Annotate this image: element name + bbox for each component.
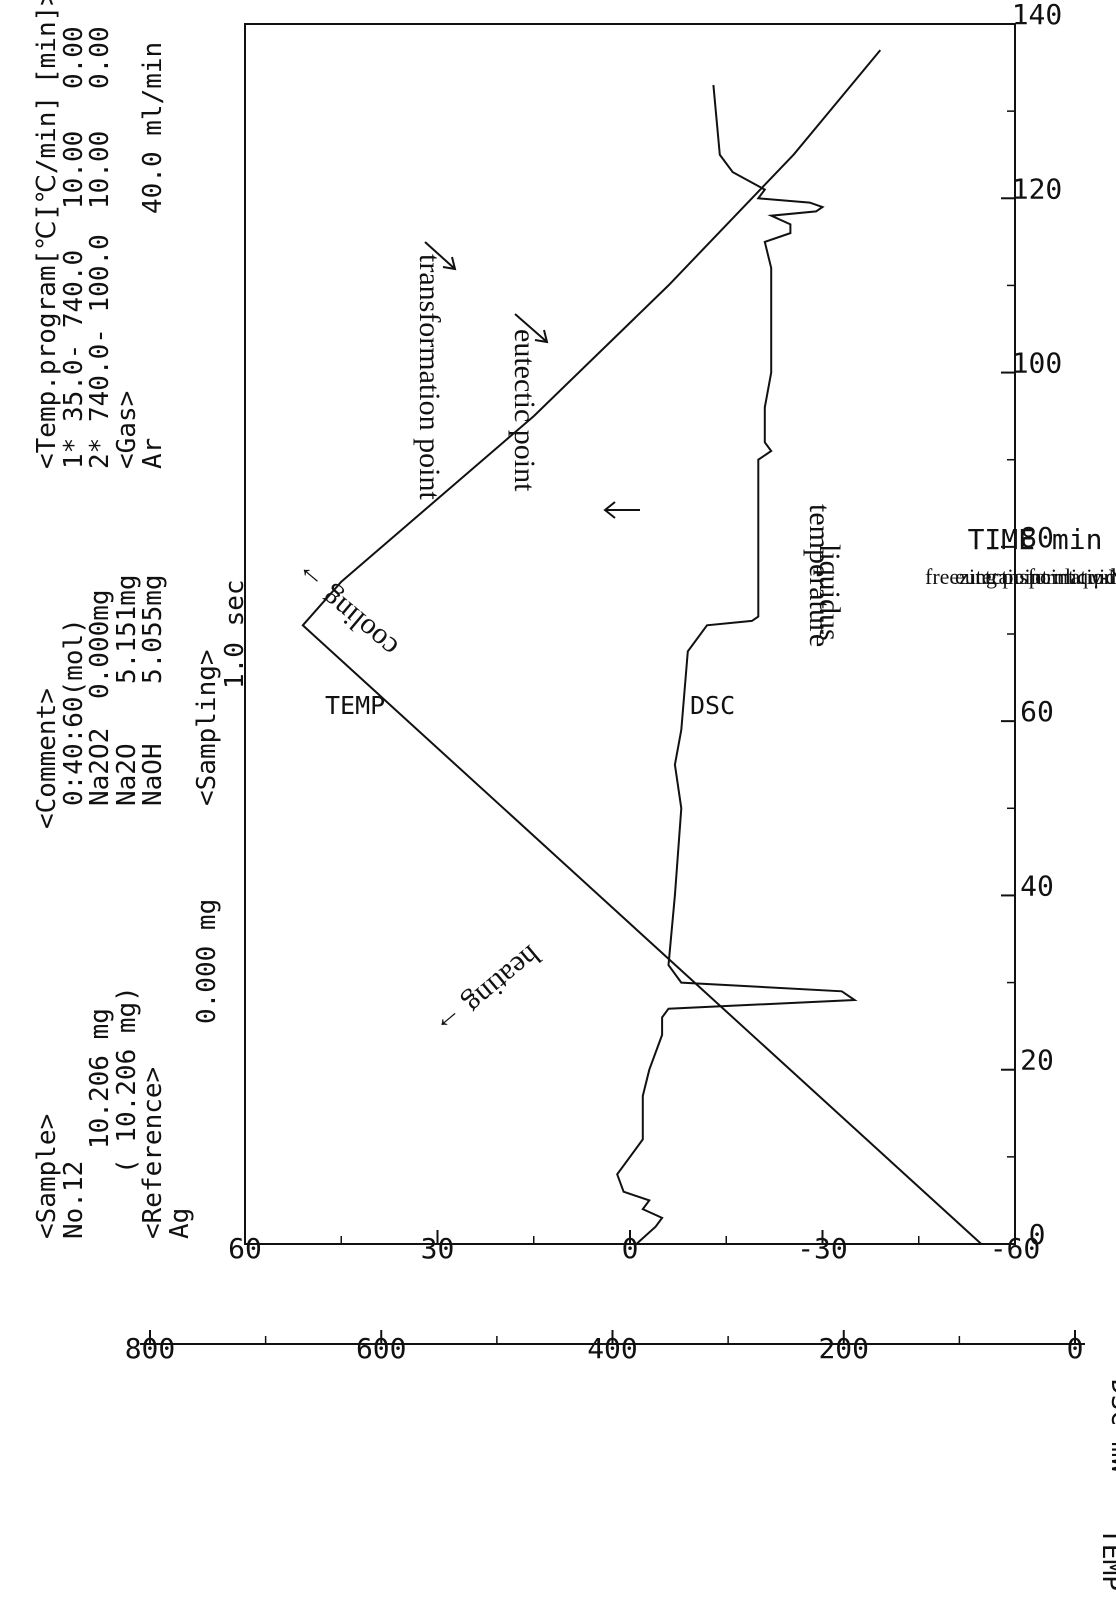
gas-flow: 40.0 ml/min [138,42,168,214]
x-tick-label-1: 20 [1020,1044,1054,1077]
legend-line-1: freezing point : liquid → γ-Na₂O(s) + li… [925,564,1116,589]
x-tick-label-0: 0 [1029,1218,1046,1251]
comment-ratio: 0:40:60(mol) [59,618,89,806]
time-axis-title: TIME min [968,523,1103,556]
transformation-arrowhead [442,256,457,271]
dsc-tick-label-0: -60 [990,1232,1041,1265]
eutectic-arrow [514,313,548,343]
temp-curve-label: TEMP [325,691,385,720]
cooling-annotation: cooling → [286,557,405,664]
program-step-2-rate: 10.00 [85,131,115,209]
dsc-curve-label: DSC [690,691,735,720]
liquidus-arrowhead [603,501,616,519]
gas-tag: <Gas> [112,391,142,469]
x-tick-label-4: 80 [1020,521,1054,554]
program-step-1: 1* 35.0- 740.0 [59,250,89,469]
comment-line-2-name: Na2O [112,743,142,806]
program-step-2: 2* 740.0- 100.0 [85,234,115,469]
gas-value: Ar [138,438,168,469]
dsc-axis-title: DSC mW [1105,1379,1116,1473]
comment-line-1-mass: 0.000mg [85,589,115,699]
dsc-curve [616,84,858,1245]
x-tick-label-6: 120 [1012,172,1063,205]
reference-mass: 0.000 mg [192,899,222,1024]
program-rate-head: [℃/min] [32,96,62,219]
x-tick-label-3: 60 [1020,695,1054,728]
temp-tick-label-1: 200 [818,1332,869,1365]
sample-mass-paren: ( 10.206 mg) [112,986,142,1174]
sample-mass: 10.206 mg [85,1008,115,1149]
dsc-tick-label-4: 60 [228,1232,262,1265]
program-step-1-time: 0.00 [59,26,89,89]
liquidus-label-line1: liquidus [813,544,846,641]
heating-annotation: heating → [429,939,547,1045]
program-step-2-time: 0.00 [85,26,115,89]
temp-axis-title: TEMP ℃ [1096,1528,1116,1604]
legend-line-3: transformation point : α → β phase trans… [985,564,1116,589]
comment-line-2-mass: 5.151mg [112,574,142,684]
transformation-arrow [424,241,456,270]
header-block: <Sample> No.12 10.206 mg ( 10.206 mg) <R… [32,0,250,1239]
reference-tag: <Reference> [138,1067,168,1239]
x-tick-label-7: 140 [1012,0,1063,31]
program-tag: <Temp.program[℃] [32,205,62,469]
transformation-label: transformation point [413,254,446,500]
temp-tick-label-4: 800 [125,1332,176,1365]
sample-tag: <Sample> [32,1114,62,1239]
x-axis: 0 20 40 60 80 100 120 140 [1001,0,1062,1251]
reference-name: Ag [165,1208,195,1239]
eutectic-arrowhead [534,329,549,344]
comment-line-3-mass: 5.055mg [138,574,168,684]
comment-tag: <Comment> [32,688,62,829]
dsc-axis: -60 -30 0 30 60 [228,1230,1040,1265]
program-time-head: [min]> [32,0,62,84]
comment-line-1-name: Na2O2 [85,728,115,806]
legend-block: freezing point : liquid → γ-Na₂O(s) + li… [925,564,1116,589]
temp-tick-label-3: 600 [356,1332,407,1365]
temp-axis: 0 200 400 600 800 [125,1330,1085,1365]
dsc-tick-label-3: 30 [421,1232,455,1265]
liquidus-label-line2: temperature [803,504,836,647]
program-step-1-rate: 10.00 [59,131,89,209]
x-tick-label-2: 40 [1020,869,1054,902]
comment-line-3-name: NaOH [138,743,168,806]
legend-line-2: eutectic point : γ-Na₂O(s) + liquid → γ-… [955,564,1116,589]
dsc-tick-label-1: -30 [797,1232,848,1265]
dsc-tick-label-2: 0 [622,1232,639,1265]
temp-curve [301,49,982,1245]
sample-name: No.12 [59,1161,89,1239]
temp-tick-label-0: 0 [1067,1332,1084,1365]
temp-tick-label-2: 400 [587,1332,638,1365]
eutectic-label: eutectic point [508,329,541,492]
x-tick-label-5: 100 [1012,347,1063,380]
sampling-tag: <Sampling> [192,649,222,806]
